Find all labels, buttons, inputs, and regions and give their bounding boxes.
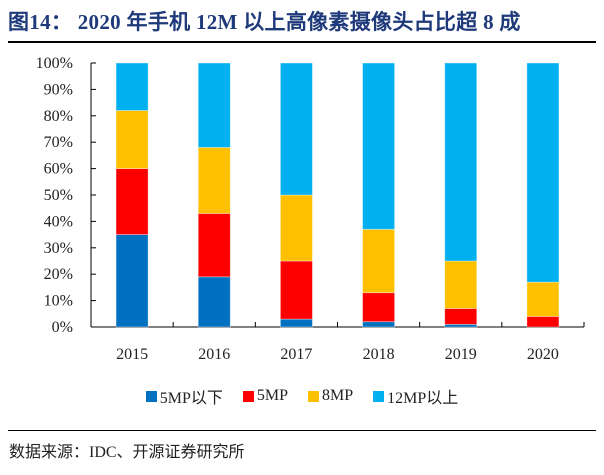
x-tick-label: 2015 bbox=[116, 346, 148, 363]
source-rule bbox=[8, 430, 596, 431]
bar-segment-12MP以上-2018 bbox=[362, 62, 396, 230]
bar-segment-5MP-2017 bbox=[279, 260, 313, 320]
legend: 5MP以下 5MP 8MP 12MP以上 bbox=[0, 384, 604, 408]
bar-segment-12MP以上-2019 bbox=[444, 62, 478, 262]
bar-segment-5MP-2015 bbox=[115, 168, 149, 236]
bar-segment-5MP以下-2018 bbox=[362, 321, 396, 328]
y-tick-label: 80% bbox=[44, 108, 73, 125]
y-tick-label: 70% bbox=[44, 134, 73, 151]
x-axis: 2015 2016 2017 2018 2019 2020 bbox=[91, 322, 585, 363]
legend-item: 5MP bbox=[242, 387, 288, 405]
bar-segment-12MP以上-2020 bbox=[526, 62, 560, 283]
bar-segment-5MP以下-2016 bbox=[197, 276, 231, 328]
y-tick-label: 50% bbox=[44, 187, 73, 204]
x-tick-label: 2018 bbox=[363, 346, 395, 363]
x-tick-label: 2019 bbox=[445, 346, 477, 363]
legend-label: 12MP以上 bbox=[387, 390, 459, 407]
legend-item: 12MP以上 bbox=[373, 384, 458, 408]
bar-segment-8MP-2018 bbox=[362, 228, 396, 294]
y-tick-label: 100% bbox=[36, 55, 73, 72]
figure-title: 图14： 2020 年手机 12M 以上高像素摄像头占比超 8 成 bbox=[8, 10, 521, 34]
bar-segment-8MP-2019 bbox=[444, 260, 478, 309]
legend-swatch bbox=[308, 390, 319, 402]
x-tick-label: 2020 bbox=[527, 346, 559, 363]
x-tick-label: 2017 bbox=[280, 346, 312, 363]
bar-segment-8MP-2017 bbox=[279, 194, 313, 262]
y-tick-label: 0% bbox=[52, 319, 73, 336]
y-tick-label: 60% bbox=[44, 161, 73, 178]
bar-segment-12MP以上-2015 bbox=[115, 62, 149, 111]
legend-label: 8MP bbox=[322, 387, 354, 404]
bar-segment-5MP-2020 bbox=[526, 316, 560, 328]
y-tick-label: 40% bbox=[44, 213, 73, 230]
bar-segment-5MP-2018 bbox=[362, 292, 396, 323]
y-tick-label: 20% bbox=[44, 266, 73, 283]
legend-label: 5MP以下 bbox=[159, 390, 223, 407]
source-note: 数据来源：IDC、开源证券研究所 bbox=[9, 444, 245, 461]
bar-segment-12MP以上-2016 bbox=[197, 62, 231, 148]
legend-swatch bbox=[242, 390, 254, 402]
y-tick-label: 30% bbox=[44, 240, 73, 257]
bar-segment-12MP以上-2017 bbox=[279, 62, 313, 196]
y-axis: 0% 10% 20% 30% 40% 50% 60% 70% 80% 90% 100% bbox=[36, 55, 96, 336]
legend-swatch bbox=[145, 390, 157, 402]
bar-segment-8MP-2016 bbox=[197, 147, 231, 214]
legend-item: 5MP以下 bbox=[145, 384, 223, 408]
bar-segment-5MP-2019 bbox=[444, 308, 478, 325]
x-tick-label: 2016 bbox=[198, 346, 230, 363]
title-rule bbox=[8, 41, 596, 43]
stacked-bar-chart: 0%10%20%30%40%50%60%70%80%90%100% 2015 20… bbox=[36, 55, 585, 363]
bar-segment-5MP-2016 bbox=[197, 213, 231, 278]
bar-segment-8MP-2015 bbox=[115, 110, 149, 169]
bars bbox=[115, 62, 560, 328]
legend-swatch bbox=[373, 390, 385, 402]
bar-segment-8MP-2020 bbox=[526, 281, 560, 317]
legend-item: 8MP bbox=[308, 387, 353, 405]
y-tick-label: 90% bbox=[44, 81, 73, 98]
y-tick-label: 10% bbox=[44, 293, 73, 310]
bar-segment-5MP以下-2015 bbox=[115, 234, 149, 328]
legend-label: 5MP bbox=[256, 387, 288, 404]
bar-segment-5MP以下-2017 bbox=[279, 318, 313, 328]
